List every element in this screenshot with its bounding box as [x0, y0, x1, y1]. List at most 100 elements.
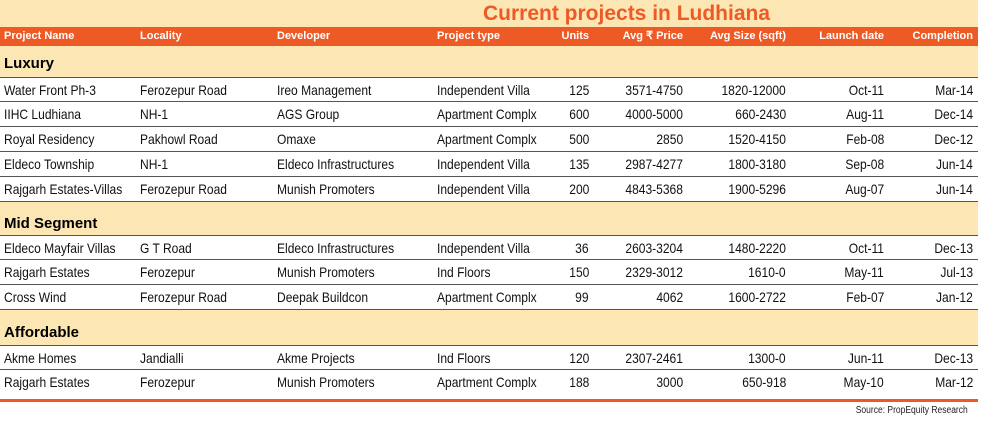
cell-developer: Omaxe — [277, 131, 316, 147]
cell-size: 1300-0 — [748, 350, 786, 366]
cell-developer: Munish Promoters — [277, 374, 375, 390]
table-row: Rajgarh Estates Ferozepur Munish Promote… — [0, 260, 978, 285]
cell-launch: Feb-08 — [845, 131, 884, 147]
cell-price: 2307-2461 — [625, 350, 683, 366]
cell-size: 650-918 — [741, 374, 786, 390]
cell-price: 2329-3012 — [625, 264, 683, 280]
cell-developer: Akme Projects — [277, 350, 355, 366]
cell-price: 2850 — [656, 131, 683, 147]
cell-size: 1520-4150 — [728, 131, 786, 147]
cell-type: Apartment Complx — [437, 131, 537, 147]
cell-completion: Mar-14 — [934, 82, 973, 98]
cell-completion: Dec-14 — [934, 106, 973, 122]
cell-project: Royal Residency — [4, 131, 95, 147]
cell-launch: Aug-11 — [846, 106, 884, 122]
cell-units: 120 — [568, 350, 589, 366]
cell-locality: Ferozepur Road — [140, 82, 228, 98]
cell-units: 150 — [568, 264, 589, 280]
cell-completion: Jun-14 — [936, 181, 973, 197]
cell-locality: Ferozepur Road — [140, 289, 228, 305]
cell-completion: Dec-13 — [934, 350, 973, 366]
header-project-name: Project Name — [4, 30, 75, 42]
cell-type: Apartment Complx — [437, 289, 537, 305]
cell-type: Independent Villa — [437, 156, 530, 172]
header-project-type: Project type — [437, 30, 500, 42]
header-avg-size: Avg Size (sqft) — [710, 30, 786, 42]
cell-type: Apartment Complx — [437, 374, 537, 390]
table-row: Eldeco Township NH-1 Eldeco Infrastructu… — [0, 152, 978, 177]
table-row: Cross Wind Ferozepur Road Deepak Buildco… — [0, 285, 978, 310]
cell-launch: Feb-07 — [845, 289, 884, 305]
cell-size: 660-2430 — [735, 106, 786, 122]
cell-units: 135 — [568, 156, 589, 172]
cell-units: 36 — [575, 240, 589, 256]
cell-developer: Eldeco Infrastructures — [277, 156, 395, 172]
cell-project: Akme Homes — [4, 350, 77, 366]
cell-project: Eldeco Mayfair Villas — [4, 240, 116, 256]
table-row: Eldeco Mayfair Villas G T Road Eldeco In… — [0, 235, 978, 260]
cell-launch: Oct-11 — [848, 240, 884, 256]
cell-project: Rajgarh Estates — [4, 264, 90, 280]
cell-project: Eldeco Township — [4, 156, 95, 172]
section-mid-segment: Mid Segment — [0, 202, 978, 235]
cell-project: Water Front Ph-3 — [4, 82, 96, 98]
cell-type: Independent Villa — [437, 181, 530, 197]
cell-price: 4843-5368 — [625, 181, 683, 197]
cell-units: 125 — [568, 82, 589, 98]
cell-launch: Oct-11 — [848, 82, 884, 98]
cell-size: 1820-12000 — [721, 82, 786, 98]
cell-price: 3571-4750 — [625, 82, 683, 98]
cell-price: 3000 — [656, 374, 683, 390]
cell-locality: Ferozepur Road — [140, 181, 228, 197]
cell-developer: Eldeco Infrastructures — [277, 240, 395, 256]
cell-project: Rajgarh Estates-Villas — [4, 181, 123, 197]
header-locality: Locality — [140, 30, 182, 42]
cell-locality: Jandialli — [140, 350, 184, 366]
cell-locality: G T Road — [140, 240, 192, 256]
cell-type: Ind Floors — [437, 350, 491, 366]
cell-units: 200 — [568, 181, 589, 197]
bottom-rule — [0, 399, 978, 402]
table-row: Water Front Ph-3 Ferozepur Road Ireo Man… — [0, 77, 978, 102]
cell-locality: Ferozepur — [140, 374, 195, 390]
page-title: Current projects in Ludhiana — [483, 2, 771, 25]
section-label: Luxury — [4, 55, 55, 72]
cell-units: 99 — [575, 289, 589, 305]
cell-locality: Ferozepur — [140, 264, 195, 280]
header-launch-date: Launch date — [819, 30, 884, 42]
table-row: Rajgarh Estates Ferozepur Munish Promote… — [0, 370, 978, 395]
cell-completion: Dec-13 — [934, 240, 973, 256]
cell-price: 2987-4277 — [625, 156, 683, 172]
section-luxury: Luxury — [0, 46, 978, 77]
cell-size: 1800-3180 — [728, 156, 786, 172]
section-label: Mid Segment — [4, 215, 98, 232]
section-label: Affordable — [4, 324, 79, 341]
cell-project: Cross Wind — [4, 289, 67, 305]
cell-developer: AGS Group — [277, 106, 340, 122]
cell-size: 1900-5296 — [728, 181, 786, 197]
header-units: Units — [561, 30, 590, 42]
cell-locality: Pakhowl Road — [140, 131, 218, 147]
cell-completion: Jul-13 — [940, 264, 973, 280]
header-completion: Completion — [912, 30, 974, 42]
table-row: IIHC Ludhiana NH-1 AGS Group Apartment C… — [0, 102, 978, 127]
cell-price: 2603-3204 — [625, 240, 683, 256]
cell-completion: Mar-12 — [934, 374, 973, 390]
cell-type: Independent Villa — [437, 82, 530, 98]
cell-locality: NH-1 — [140, 106, 169, 122]
cell-completion: Dec-12 — [934, 131, 973, 147]
cell-launch: Jun-11 — [848, 350, 884, 366]
cell-completion: Jan-12 — [936, 289, 973, 305]
table-header: Project Name Locality Developer Project … — [0, 27, 978, 46]
cell-units: 188 — [568, 374, 589, 390]
cell-developer: Munish Promoters — [277, 181, 375, 197]
cell-launch: May-10 — [843, 374, 884, 390]
header-avg-price: Avg ₹ Price — [622, 30, 683, 42]
cell-price: 4000-5000 — [625, 106, 683, 122]
cell-locality: NH-1 — [140, 156, 169, 172]
cell-size: 1610-0 — [748, 264, 786, 280]
title-bar: Current projects in Ludhiana — [0, 0, 978, 27]
header-developer: Developer — [277, 30, 331, 42]
cell-size: 1600-2722 — [728, 289, 786, 305]
